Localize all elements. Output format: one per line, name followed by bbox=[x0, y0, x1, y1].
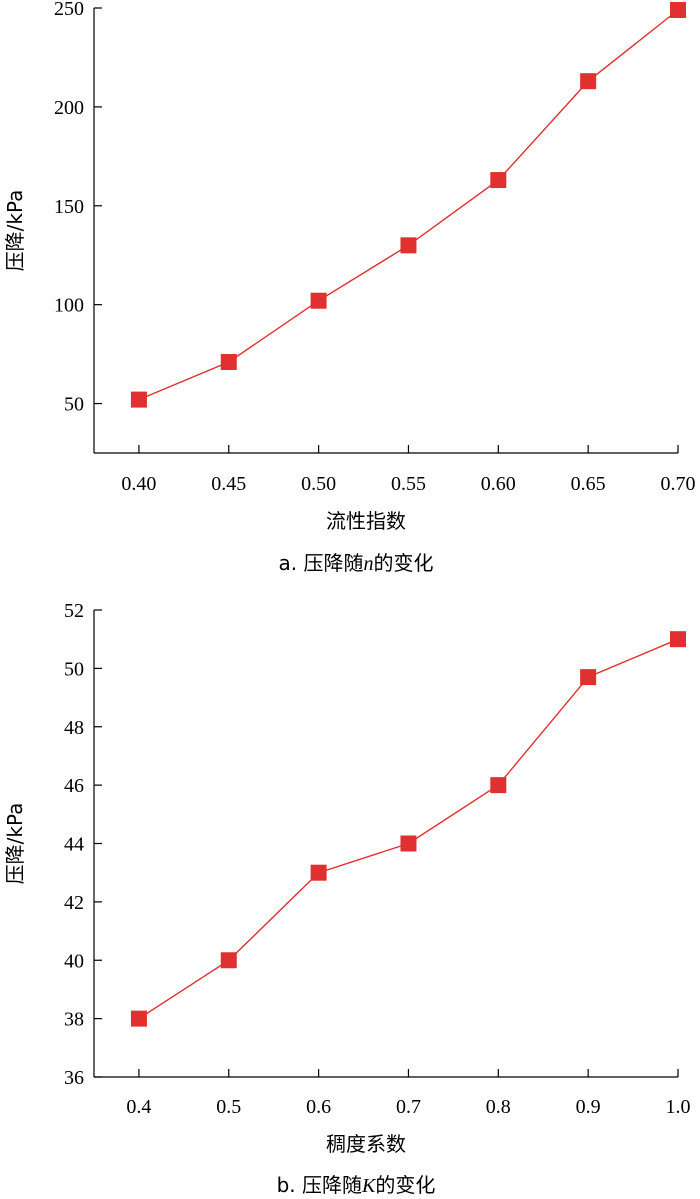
data-point-marker bbox=[220, 354, 237, 371]
data-point-marker bbox=[130, 391, 147, 408]
x-tick-label: 0.9 bbox=[576, 1096, 601, 1118]
data-point-marker bbox=[490, 777, 507, 794]
y-tick-label: 46 bbox=[64, 775, 84, 797]
data-point-marker bbox=[220, 952, 237, 969]
x-axis-label: 稠度系数 bbox=[326, 1132, 406, 1156]
y-tick-label: 48 bbox=[64, 717, 84, 739]
x-tick-label: 0.50 bbox=[301, 473, 336, 495]
x-tick-label: 0.8 bbox=[486, 1096, 511, 1118]
y-tick-label: 50 bbox=[64, 394, 84, 416]
caption-variable: n bbox=[363, 553, 373, 575]
y-tick-label: 40 bbox=[64, 950, 84, 972]
x-tick-label: 0.7 bbox=[396, 1096, 421, 1118]
y-tick-label: 50 bbox=[64, 658, 84, 680]
y-tick-label: 100 bbox=[54, 295, 84, 317]
y-tick-label: 42 bbox=[64, 892, 84, 914]
data-point-marker bbox=[130, 1010, 147, 1027]
y-axis-label: 压降/kPa bbox=[3, 190, 27, 272]
x-tick-label: 1.0 bbox=[666, 1096, 691, 1118]
y-tick-label: 250 bbox=[54, 0, 84, 20]
data-point-marker bbox=[670, 1, 686, 18]
data-point-marker bbox=[310, 864, 327, 881]
y-tick-label: 44 bbox=[64, 834, 84, 856]
data-point-marker bbox=[400, 835, 417, 852]
figure-caption: a. 压降随n的变化 bbox=[279, 551, 434, 575]
x-tick-label: 0.55 bbox=[391, 473, 426, 495]
data-point-marker bbox=[400, 237, 417, 254]
data-point-marker bbox=[310, 292, 327, 309]
x-tick-label: 0.40 bbox=[121, 473, 156, 495]
y-tick-label: 200 bbox=[54, 97, 84, 119]
y-tick-label: 38 bbox=[64, 1009, 84, 1031]
x-tick-label: 0.6 bbox=[306, 1096, 331, 1118]
x-tick-label: 0.70 bbox=[661, 473, 696, 495]
chart-b-pressure-drop-vs-k: 36 38 40 42 44 46 48 50 52 0.4 0.5 0.6 0.7 0.8 0.9 1.0 稠… bbox=[3, 600, 691, 1197]
caption-variable: K bbox=[361, 1175, 377, 1197]
data-point-marker bbox=[580, 73, 597, 90]
caption-suffix: 的变化 bbox=[373, 551, 433, 575]
x-tick-label: 0.65 bbox=[571, 473, 606, 495]
x-tick-label: 0.60 bbox=[481, 473, 516, 495]
x-tick-label: 0.45 bbox=[211, 473, 246, 495]
chart-a-pressure-drop-vs-n: 50 100 150 200 250 0.40 0.45 0.50 0.55 0.60 0.65 0.… bbox=[3, 0, 696, 575]
figure-caption: b. 压降随K的变化 bbox=[277, 1173, 436, 1197]
data-point-marker bbox=[490, 172, 507, 189]
x-axis-label: 流性指数 bbox=[326, 509, 406, 533]
x-tick-label: 0.4 bbox=[126, 1096, 151, 1118]
y-tick-label: 52 bbox=[64, 600, 84, 622]
y-tick-label: 36 bbox=[64, 1067, 84, 1089]
y-axis-label: 压降/kPa bbox=[3, 803, 27, 885]
series-line bbox=[138, 638, 679, 1020]
caption-prefix: a. 压降随 bbox=[279, 551, 364, 575]
y-tick-label: 150 bbox=[54, 196, 84, 218]
caption-suffix: 的变化 bbox=[375, 1173, 435, 1197]
data-point-marker bbox=[670, 631, 686, 648]
series-line bbox=[138, 9, 679, 401]
caption-prefix: b. 压降随 bbox=[277, 1173, 362, 1197]
x-tick-label: 0.5 bbox=[216, 1096, 241, 1118]
data-point-marker bbox=[580, 669, 597, 686]
